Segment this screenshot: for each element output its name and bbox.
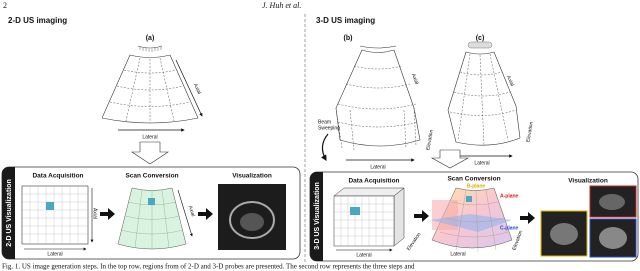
axis-label: Lateral	[142, 134, 157, 140]
axis-label: Axial	[192, 83, 202, 95]
probe-3d-sweep	[335, 45, 421, 151]
cube-front	[333, 195, 395, 247]
axis-label: Lateral	[356, 252, 371, 258]
running-head: J. Huh et al.	[262, 1, 301, 10]
grid-lines	[22, 186, 88, 244]
caption: Fig. 1. US image generation steps. In th…	[2, 263, 415, 271]
step-title: Data Acquisition	[348, 178, 399, 185]
view-content	[599, 227, 627, 249]
step-arrow	[414, 210, 429, 222]
row-title: 2-D US Visualization	[6, 179, 13, 247]
fan-arcs	[449, 71, 517, 116]
panel-label: (b)	[344, 35, 353, 42]
section-title: 3-D US imaging	[316, 16, 375, 25]
sweep-label: Beam	[318, 119, 331, 125]
axis-arrow	[177, 189, 193, 237]
plane-label: B-plane	[467, 183, 486, 189]
step-title: Visualization	[232, 173, 272, 180]
sweep-arrow	[321, 133, 329, 162]
transducer	[359, 45, 397, 49]
row-strip	[2, 167, 15, 259]
cube-top	[333, 187, 405, 197]
fan	[447, 51, 521, 146]
down-arrow	[430, 149, 470, 169]
plane-label: A-plane	[500, 193, 519, 199]
plane-c	[430, 214, 512, 232]
panel-label: (a)	[146, 35, 155, 42]
axis-label: Axial	[92, 208, 98, 219]
axis-label: Elevation	[525, 121, 535, 143]
view-content	[550, 223, 578, 245]
us-image-content	[229, 201, 275, 239]
view-b-plane	[540, 210, 588, 257]
highlight-cell	[466, 196, 472, 202]
fan-beams	[125, 57, 175, 123]
data-cube	[333, 187, 405, 247]
axis-arrow	[175, 59, 203, 117]
row-title: 3-D US Visualization	[314, 182, 321, 250]
plane-label: C-plane	[500, 225, 519, 231]
transducer	[137, 45, 163, 49]
step-arrow	[520, 212, 535, 224]
axis-label: Axial	[505, 75, 515, 87]
data-grid	[21, 185, 89, 245]
fan-arcs	[337, 65, 419, 128]
fan	[335, 49, 421, 147]
section-title: 2-D US imaging	[8, 16, 67, 25]
highlight-cell	[350, 207, 360, 215]
step-title: Scan Conversion	[125, 173, 178, 180]
down-arrow	[131, 141, 169, 165]
grid-frame	[21, 185, 89, 245]
axis-label: Axial	[187, 205, 196, 217]
step-arrow	[198, 208, 213, 220]
axis-label: Axial	[410, 73, 420, 85]
scan-fan	[117, 187, 187, 250]
page-number: 2	[3, 1, 7, 10]
probe-2d	[101, 45, 199, 124]
sweep-label: Sweeping	[318, 125, 340, 131]
highlight-cell	[148, 198, 155, 205]
panel-label: (c)	[476, 35, 485, 42]
fan	[101, 54, 199, 124]
matrix-transducer	[467, 41, 493, 49]
axis-label: Lateral	[370, 164, 385, 170]
step-title: Scan Conversion	[447, 176, 500, 183]
axis-label: Elevation	[425, 129, 435, 151]
row-strip	[310, 172, 323, 261]
view-content	[599, 194, 625, 210]
cube-side	[393, 187, 405, 247]
transducer-elements	[139, 47, 162, 52]
fan-grid	[439, 189, 509, 253]
axis-label: Lateral	[450, 251, 465, 257]
us-image-content	[240, 213, 264, 231]
axis-label: Lateral	[47, 251, 62, 257]
step-title: Data Acquisition	[32, 173, 83, 180]
axis-label: Lateral	[474, 160, 489, 166]
step-title: Visualization	[568, 178, 608, 185]
cube-grid	[334, 196, 394, 246]
probe-3d-matrix	[447, 41, 521, 147]
highlight-cell	[46, 202, 54, 210]
step-arrow	[100, 208, 115, 220]
scan-volume	[430, 187, 513, 253]
fan-beams	[457, 53, 509, 147]
